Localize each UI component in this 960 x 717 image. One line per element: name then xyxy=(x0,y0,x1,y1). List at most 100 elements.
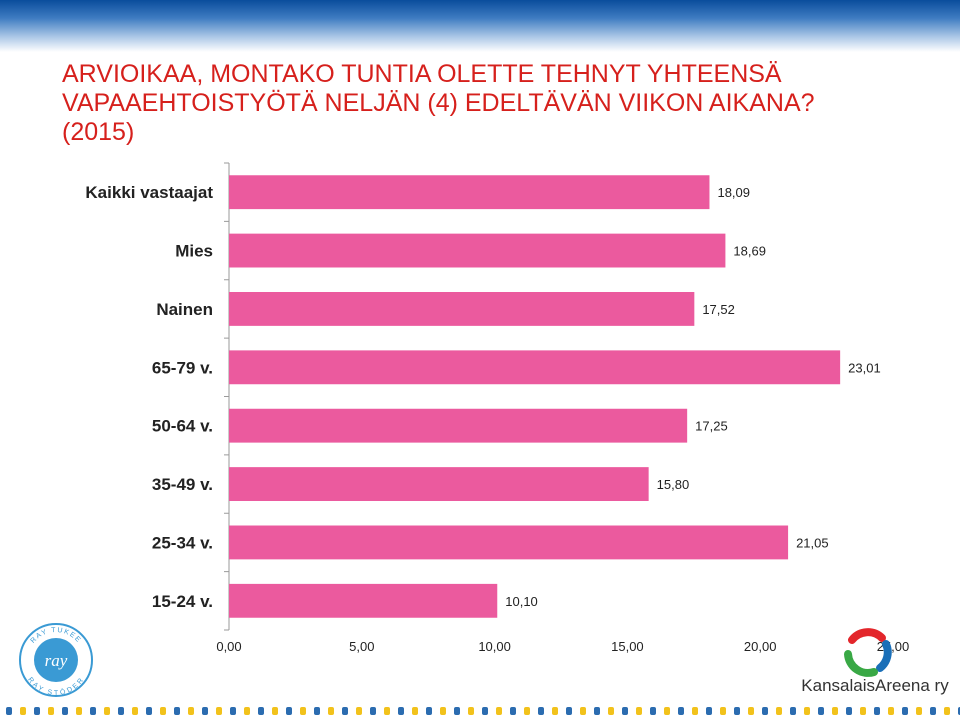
kansalaisareena-logo-text: KansalaisAreena ry xyxy=(801,676,949,695)
decorative-dot xyxy=(706,707,712,715)
decorative-dot xyxy=(636,707,642,715)
decorative-dot xyxy=(566,707,572,715)
decorative-dot xyxy=(104,707,110,715)
decorative-dot-border xyxy=(6,707,960,715)
decorative-dot xyxy=(860,707,866,715)
decorative-dot xyxy=(272,707,278,715)
decorative-dot xyxy=(664,707,670,715)
data-label: 21,05 xyxy=(796,535,829,550)
decorative-dot xyxy=(188,707,194,715)
ray-logo: RAY TUKEE RAY STÖDER ray xyxy=(19,623,93,697)
bar xyxy=(229,583,498,618)
decorative-dot xyxy=(48,707,54,715)
category-label: Mies xyxy=(175,242,213,261)
decorative-dot xyxy=(118,707,124,715)
title-line-3: (2015) xyxy=(62,118,135,146)
decorative-dot xyxy=(300,707,306,715)
decorative-dot xyxy=(496,707,502,715)
kansalaisareena-emblem-icon xyxy=(844,628,892,677)
decorative-dot xyxy=(244,707,250,715)
decorative-dot xyxy=(314,707,320,715)
category-label: Kaikki vastaajat xyxy=(85,183,213,202)
decorative-dot xyxy=(678,707,684,715)
category-label: 25-34 v. xyxy=(152,533,213,552)
bar xyxy=(229,467,649,501)
title-line-1: ARVIOIKAA, MONTAKO TUNTIA OLETTE TEHNYT … xyxy=(62,60,782,88)
ray-logo-center-text: ray xyxy=(45,651,68,670)
bar xyxy=(229,350,841,385)
bar xyxy=(229,233,726,268)
decorative-dot xyxy=(930,707,936,715)
x-tick-label: 20,00 xyxy=(744,639,777,654)
decorative-dot xyxy=(90,707,96,715)
decorative-dot xyxy=(384,707,390,715)
x-tick-label: 10,00 xyxy=(478,639,511,654)
decorative-dot xyxy=(146,707,152,715)
decorative-dot xyxy=(902,707,908,715)
decorative-dot xyxy=(608,707,614,715)
x-tick-label: 0,00 xyxy=(216,639,241,654)
data-label: 10,10 xyxy=(505,594,538,609)
decorative-dot xyxy=(174,707,180,715)
decorative-dot xyxy=(454,707,460,715)
bar xyxy=(229,175,710,210)
bar xyxy=(229,408,688,443)
decorative-dot xyxy=(20,707,26,715)
decorative-dot xyxy=(692,707,698,715)
decorative-dot xyxy=(944,707,950,715)
decorative-dot xyxy=(510,707,516,715)
kansalaisareena-logo: KansalaisAreena ry xyxy=(801,628,949,695)
decorative-dot xyxy=(258,707,264,715)
decorative-dot xyxy=(356,707,362,715)
data-label: 17,25 xyxy=(695,419,728,434)
category-label: 50-64 v. xyxy=(152,417,213,436)
decorative-dot xyxy=(328,707,334,715)
data-label: 15,80 xyxy=(657,477,690,492)
decorative-dot xyxy=(202,707,208,715)
decorative-dot xyxy=(734,707,740,715)
decorative-dot xyxy=(482,707,488,715)
decorative-dot xyxy=(650,707,656,715)
decorative-dot xyxy=(748,707,754,715)
decorative-dot xyxy=(916,707,922,715)
title-line-2: VAPAAEHTOISTYÖTÄ NELJÄN (4) EDELTÄVÄN VI… xyxy=(62,89,815,117)
decorative-dot xyxy=(62,707,68,715)
decorative-dot xyxy=(832,707,838,715)
decorative-dot xyxy=(412,707,418,715)
bar xyxy=(229,292,695,326)
header-band xyxy=(0,0,960,52)
decorative-dot xyxy=(468,707,474,715)
decorative-dot xyxy=(398,707,404,715)
decorative-dot xyxy=(370,707,376,715)
decorative-dot xyxy=(762,707,768,715)
decorative-dot xyxy=(720,707,726,715)
decorative-dot xyxy=(34,707,40,715)
decorative-dot xyxy=(524,707,530,715)
decorative-dot xyxy=(426,707,432,715)
decorative-dot xyxy=(804,707,810,715)
category-label: 65-79 v. xyxy=(152,358,213,377)
decorative-dot xyxy=(132,707,138,715)
data-label: 18,09 xyxy=(717,185,750,200)
decorative-dot xyxy=(790,707,796,715)
decorative-dot xyxy=(818,707,824,715)
decorative-dot xyxy=(846,707,852,715)
x-tick-label: 5,00 xyxy=(349,639,374,654)
decorative-dot xyxy=(580,707,586,715)
decorative-dot xyxy=(776,707,782,715)
data-label: 23,01 xyxy=(848,360,881,375)
bar xyxy=(229,525,789,560)
decorative-dot xyxy=(874,707,880,715)
decorative-dot xyxy=(342,707,348,715)
decorative-dot xyxy=(76,707,82,715)
decorative-dot xyxy=(6,707,12,715)
decorative-dot xyxy=(230,707,236,715)
decorative-dot xyxy=(216,707,222,715)
page-title: ARVIOIKAA, MONTAKO TUNTIA OLETTE TEHNYT … xyxy=(62,60,922,147)
decorative-dot xyxy=(552,707,558,715)
decorative-dot xyxy=(286,707,292,715)
decorative-dot xyxy=(440,707,446,715)
decorative-dot xyxy=(538,707,544,715)
data-label: 17,52 xyxy=(702,302,735,317)
